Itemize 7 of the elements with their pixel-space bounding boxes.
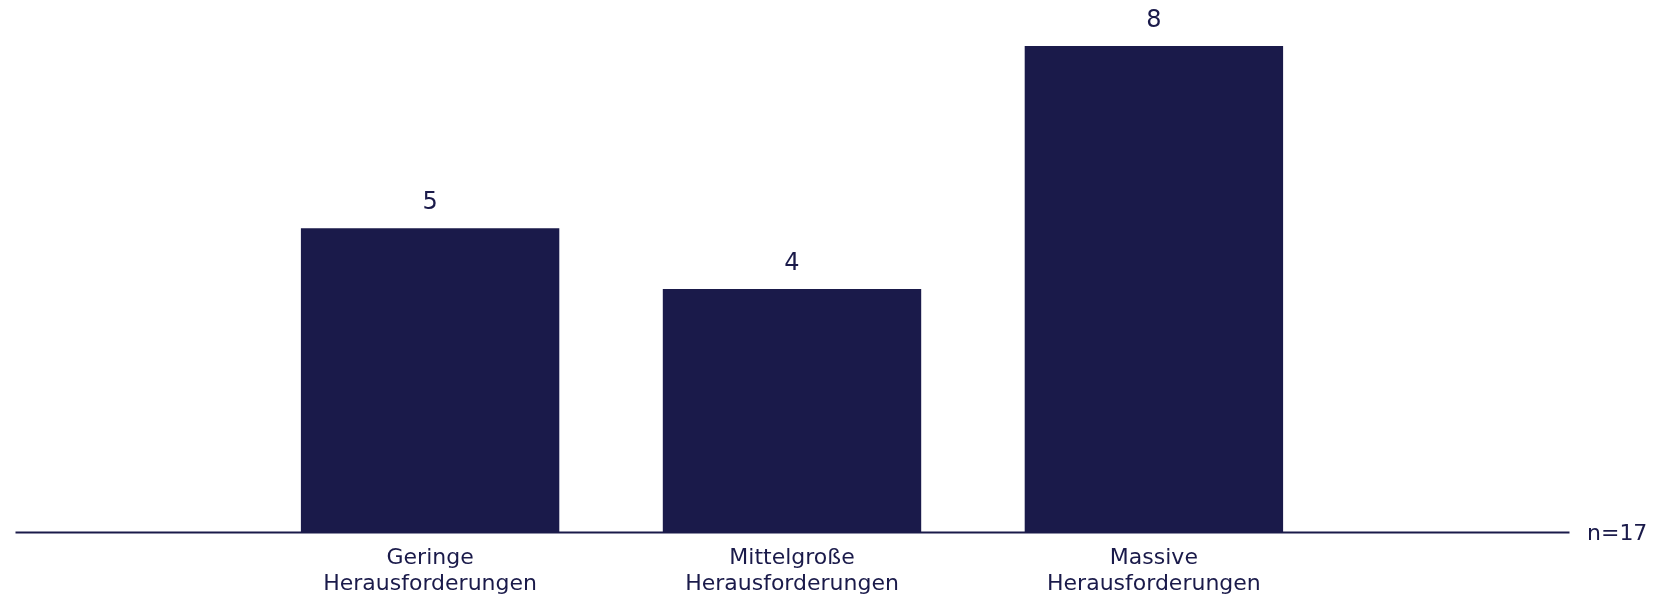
data-label: 8 <box>1146 5 1162 33</box>
x-tick-label: Massive Herausforderungen <box>1047 543 1261 595</box>
data-label: 5 <box>422 187 438 216</box>
x-tick-label: Mittelgroße Herausforderungen <box>685 543 899 595</box>
x-tick-label: Geringe Herausforderungen <box>323 543 537 595</box>
text: n=17 <box>1587 520 1648 545</box>
data-label: 4 <box>784 248 800 276</box>
